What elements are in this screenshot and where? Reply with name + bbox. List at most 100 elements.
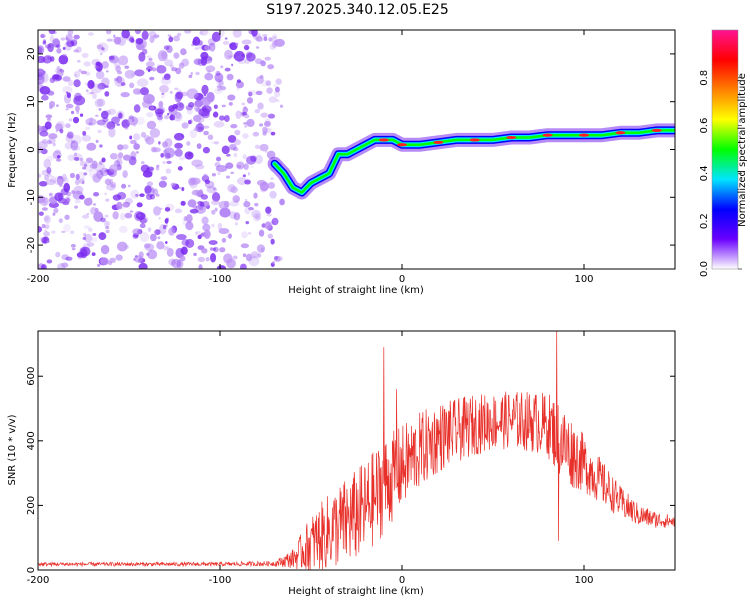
noise-blob	[141, 30, 149, 40]
noise-blob	[105, 226, 110, 230]
noise-blob	[245, 221, 250, 225]
noise-blob	[211, 209, 216, 215]
noise-blob	[167, 34, 172, 37]
noise-blob	[145, 136, 155, 145]
noise-blob	[79, 161, 88, 167]
noise-blob	[50, 56, 55, 62]
noise-blob	[211, 31, 221, 43]
noise-blob	[46, 118, 51, 121]
noise-blob	[109, 257, 116, 263]
noise-blob	[41, 264, 47, 269]
noise-blob	[138, 262, 148, 269]
noise-blob	[52, 212, 56, 216]
noise-blob	[56, 48, 62, 54]
noise-blob	[254, 58, 263, 65]
noise-blob	[175, 233, 187, 241]
noise-blob	[201, 96, 212, 106]
noise-blob	[265, 150, 268, 153]
noise-blob	[267, 64, 275, 70]
snr-y-tick-label: 200	[26, 496, 37, 515]
noise-blob	[248, 91, 253, 97]
noise-blob	[71, 247, 76, 251]
noise-blob	[261, 60, 265, 64]
noise-blob	[255, 35, 263, 42]
noise-blob	[188, 102, 195, 108]
noise-blob	[61, 173, 67, 182]
noise-blob	[72, 145, 77, 148]
noise-blob	[242, 111, 248, 116]
noise-blob	[171, 67, 178, 72]
noise-blob	[38, 140, 48, 149]
noise-blob	[246, 97, 254, 104]
noise-blob	[252, 131, 260, 137]
noise-blob	[38, 226, 43, 233]
noise-blob	[116, 123, 121, 126]
noise-blob	[193, 252, 197, 256]
noise-blob	[195, 123, 205, 133]
noise-blob	[160, 153, 164, 158]
noise-blob	[233, 212, 241, 221]
noise-blob	[81, 180, 85, 185]
noise-blob	[268, 37, 273, 42]
noise-blob	[42, 55, 53, 64]
noise-blob	[113, 77, 118, 82]
noise-blob	[131, 38, 135, 43]
noise-blob	[155, 111, 163, 118]
noise-blob	[193, 58, 202, 66]
noise-blob	[91, 252, 96, 257]
noise-blob	[116, 201, 123, 210]
noise-blob	[274, 38, 285, 47]
noise-blob	[218, 228, 230, 235]
noise-blob	[245, 253, 253, 262]
noise-blob	[51, 74, 62, 82]
noise-blob	[61, 262, 69, 268]
noise-blob	[66, 191, 72, 197]
noise-blob	[38, 46, 43, 54]
noise-blob	[266, 87, 273, 94]
noise-blob	[45, 54, 49, 58]
noise-blob	[85, 71, 91, 76]
noise-blob	[48, 30, 56, 35]
noise-blob	[148, 31, 157, 37]
noise-blob	[219, 207, 231, 218]
noise-blob	[87, 242, 95, 247]
noise-blob	[230, 124, 238, 129]
noise-blob	[228, 102, 233, 106]
noise-blob	[127, 184, 131, 188]
noise-blob	[159, 207, 163, 210]
noise-blob	[38, 180, 48, 187]
colorbar-tick-label: 0.8	[699, 70, 710, 86]
spectrogram-y-tick-label: -10	[26, 189, 37, 205]
noise-blob	[235, 80, 245, 89]
noise-blob	[107, 108, 117, 116]
noise-blob	[94, 98, 104, 108]
ridge-hotspot	[469, 138, 480, 142]
noise-blob	[168, 36, 174, 43]
noise-blob	[44, 214, 51, 224]
noise-blob	[139, 223, 146, 229]
noise-blob	[104, 214, 109, 218]
noise-blob	[243, 44, 250, 51]
noise-blob	[244, 207, 251, 215]
noise-blob	[224, 114, 230, 123]
noise-blob	[105, 229, 110, 234]
noise-blob	[201, 216, 209, 225]
noise-blob	[198, 264, 203, 269]
noise-blob	[97, 263, 101, 267]
noise-blob	[248, 207, 254, 211]
noise-blob	[188, 177, 196, 186]
noise-blob	[59, 183, 63, 188]
noise-blob	[80, 70, 87, 75]
noise-blob	[73, 71, 81, 79]
noise-blob	[193, 127, 199, 132]
noise-blob	[66, 131, 74, 139]
noise-blob	[234, 222, 239, 226]
noise-blob	[104, 91, 110, 97]
noise-blob	[124, 65, 130, 69]
noise-blob	[87, 79, 95, 89]
noise-blob	[224, 49, 233, 60]
noise-blob	[265, 80, 272, 87]
noise-blob	[55, 44, 61, 49]
noise-blob	[139, 231, 150, 243]
noise-blob	[216, 265, 227, 269]
